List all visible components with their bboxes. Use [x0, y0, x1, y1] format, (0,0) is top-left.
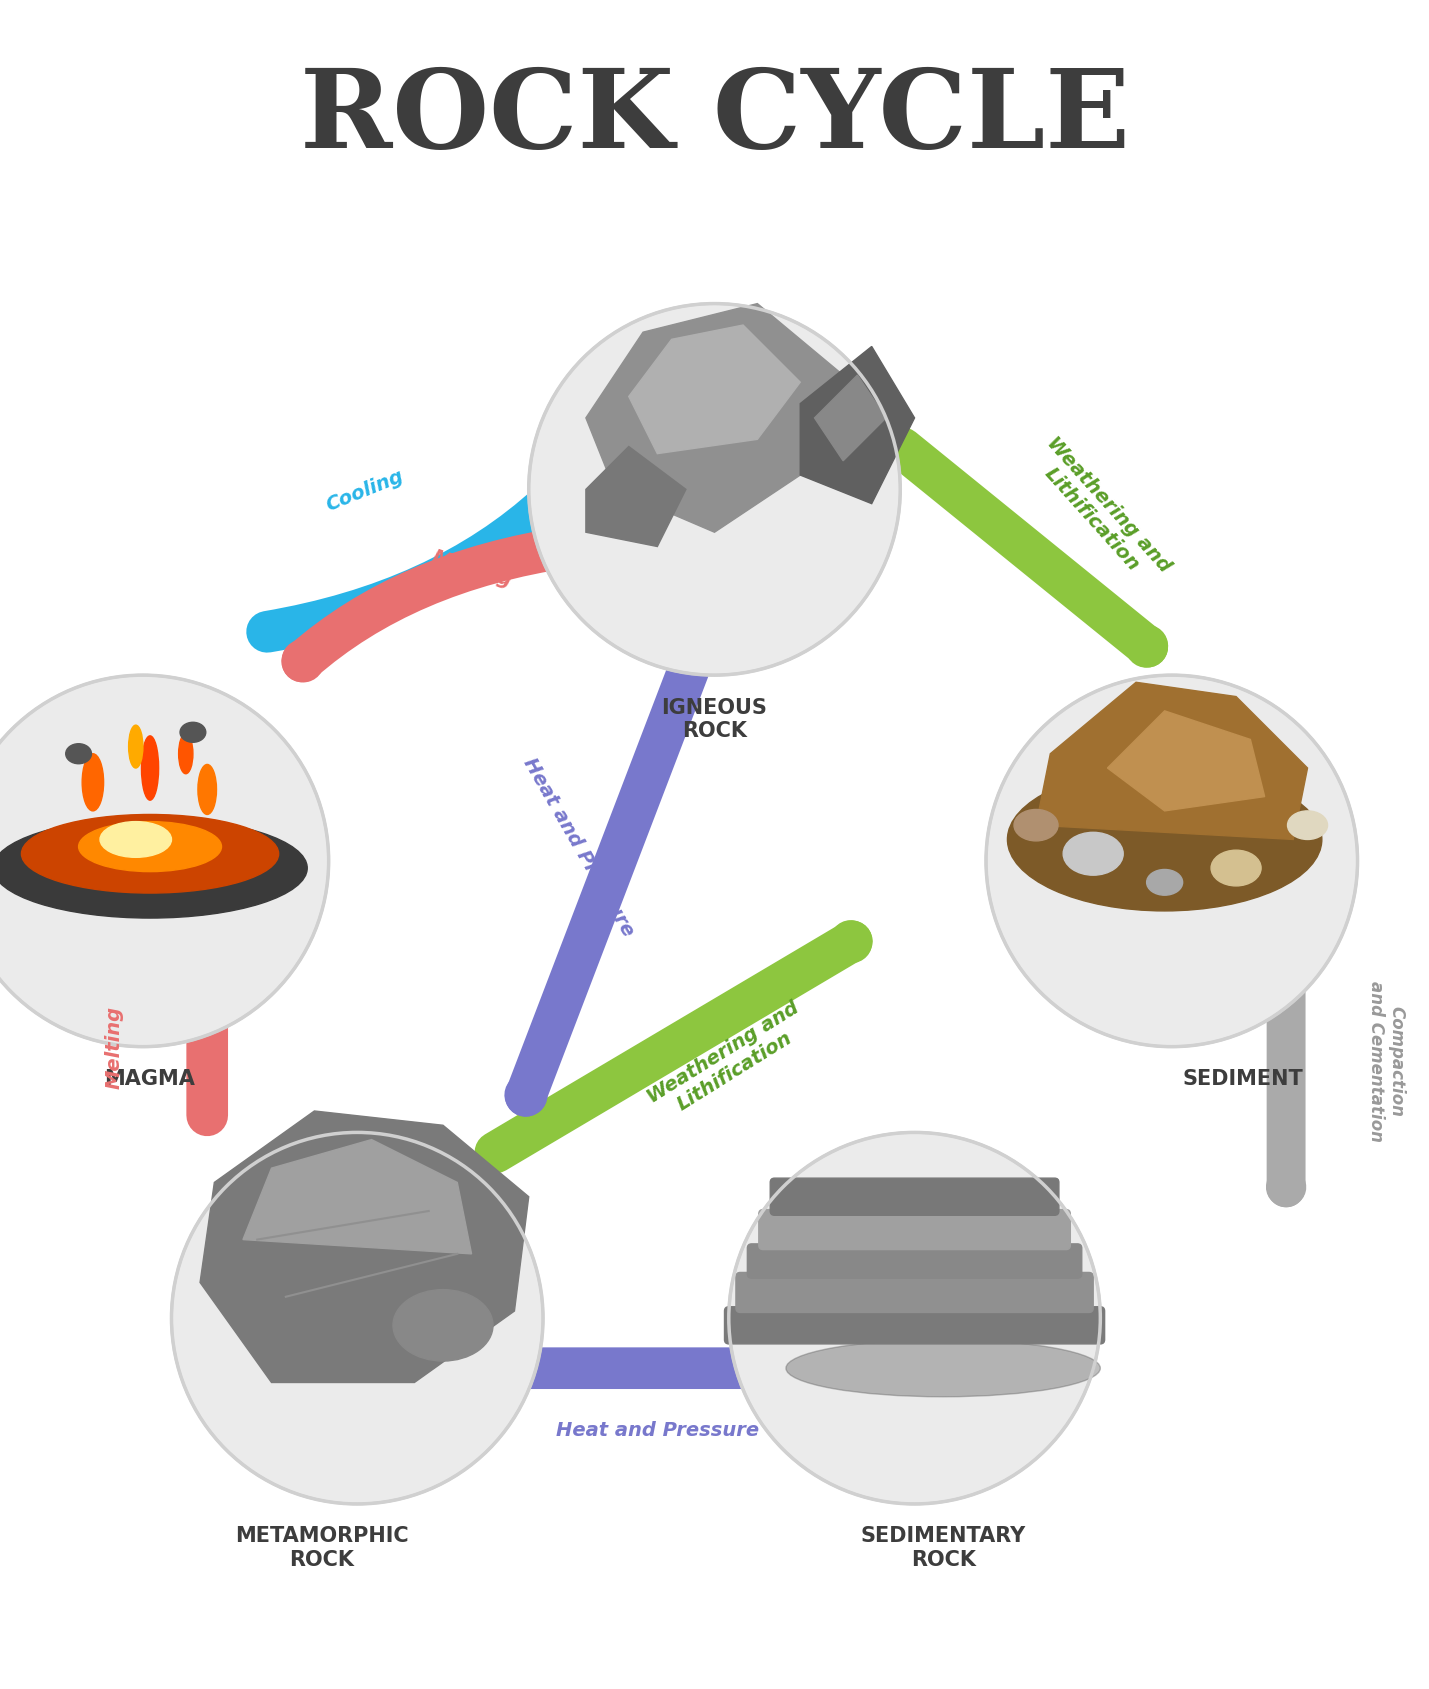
- Text: Cooling: Cooling: [323, 466, 406, 513]
- Ellipse shape: [21, 816, 279, 893]
- Polygon shape: [800, 348, 915, 505]
- Text: SEDIMENT: SEDIMENT: [1183, 1069, 1303, 1088]
- FancyBboxPatch shape: [736, 1274, 1093, 1312]
- Ellipse shape: [197, 765, 216, 816]
- Circle shape: [0, 676, 329, 1047]
- Polygon shape: [243, 1140, 472, 1255]
- Text: Weathering and
Lithification: Weathering and Lithification: [1026, 432, 1175, 589]
- Ellipse shape: [100, 823, 171, 858]
- Ellipse shape: [179, 735, 193, 774]
- Circle shape: [986, 676, 1358, 1047]
- Polygon shape: [629, 326, 800, 454]
- Polygon shape: [586, 448, 686, 547]
- Text: MAGMA: MAGMA: [104, 1069, 196, 1088]
- Ellipse shape: [1007, 768, 1322, 912]
- Text: Melting: Melting: [104, 1005, 124, 1089]
- Text: Weathering and
Lithification: Weathering and Lithification: [643, 998, 815, 1125]
- Ellipse shape: [0, 819, 307, 919]
- Text: IGNEOUS
ROCK: IGNEOUS ROCK: [662, 698, 767, 740]
- Ellipse shape: [1212, 851, 1260, 887]
- FancyBboxPatch shape: [759, 1209, 1070, 1250]
- Ellipse shape: [81, 755, 103, 811]
- Polygon shape: [586, 304, 843, 534]
- Text: ROCK CYCLE: ROCK CYCLE: [300, 64, 1129, 171]
- Polygon shape: [1107, 711, 1265, 811]
- Text: dreamstime.com: dreamstime.com: [29, 1642, 159, 1655]
- Circle shape: [729, 1133, 1100, 1505]
- Text: Compaction
and Cementation: Compaction and Cementation: [1366, 981, 1406, 1142]
- Ellipse shape: [1015, 811, 1057, 841]
- Ellipse shape: [66, 745, 91, 765]
- Ellipse shape: [1063, 833, 1123, 875]
- Ellipse shape: [393, 1290, 493, 1361]
- Polygon shape: [200, 1111, 529, 1383]
- Ellipse shape: [1288, 811, 1328, 839]
- Ellipse shape: [79, 823, 221, 872]
- Ellipse shape: [180, 723, 206, 743]
- Ellipse shape: [141, 736, 159, 801]
- Circle shape: [171, 1133, 543, 1505]
- Text: ID 214124600 © VectorMine: ID 214124600 © VectorMine: [1182, 1642, 1400, 1655]
- Text: Heat and Pressure: Heat and Pressure: [556, 1420, 759, 1439]
- FancyBboxPatch shape: [747, 1245, 1082, 1279]
- Text: SEDIMENTARY
ROCK: SEDIMENTARY ROCK: [860, 1525, 1026, 1569]
- FancyBboxPatch shape: [770, 1179, 1059, 1216]
- FancyBboxPatch shape: [725, 1307, 1105, 1344]
- Text: METAMORPHIC
ROCK: METAMORPHIC ROCK: [234, 1525, 409, 1569]
- Circle shape: [529, 304, 900, 676]
- Polygon shape: [815, 377, 886, 461]
- Ellipse shape: [129, 726, 143, 768]
- Text: Melting: Melting: [429, 547, 514, 591]
- Text: Heat and Pressure: Heat and Pressure: [520, 755, 637, 939]
- Polygon shape: [1036, 682, 1308, 839]
- Ellipse shape: [786, 1339, 1100, 1397]
- Ellipse shape: [1146, 870, 1183, 895]
